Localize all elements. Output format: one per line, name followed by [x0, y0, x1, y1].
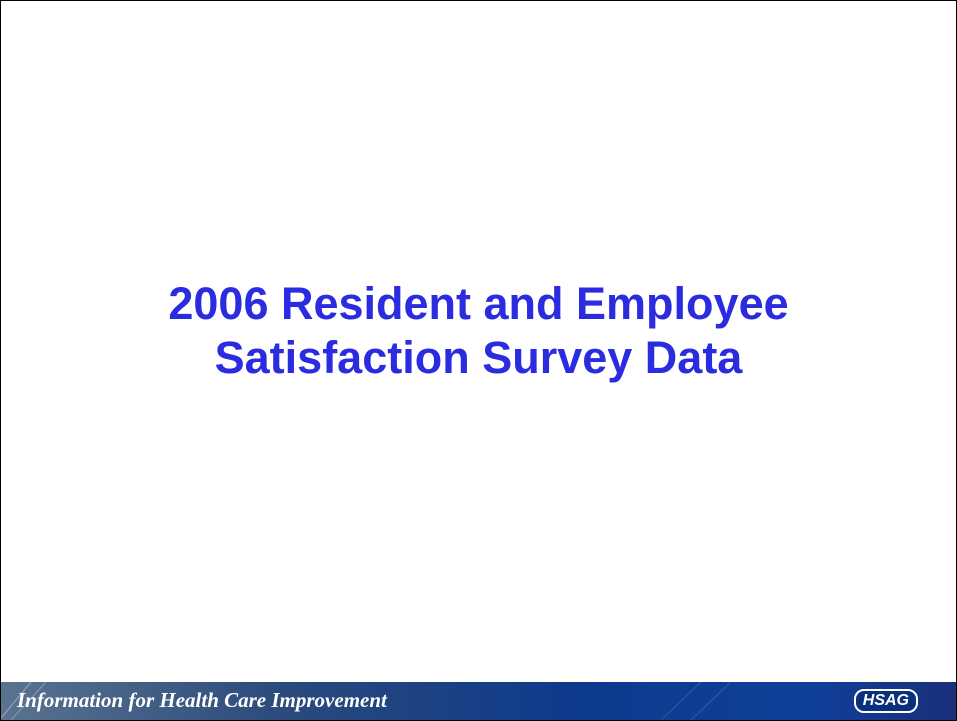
title-line: Satisfaction Survey Data: [214, 332, 743, 383]
footer-bar: Information for Health Care Improvement …: [1, 682, 956, 720]
slide-title: 2006 Resident and Employee Satisfaction …: [1, 277, 956, 385]
footer-tagline: Information for Health Care Improvement: [17, 688, 387, 712]
logo: HSAG: [853, 689, 918, 713]
footer-decoration: [1, 682, 732, 720]
title-line: 2006 Resident and Employee: [168, 278, 789, 329]
